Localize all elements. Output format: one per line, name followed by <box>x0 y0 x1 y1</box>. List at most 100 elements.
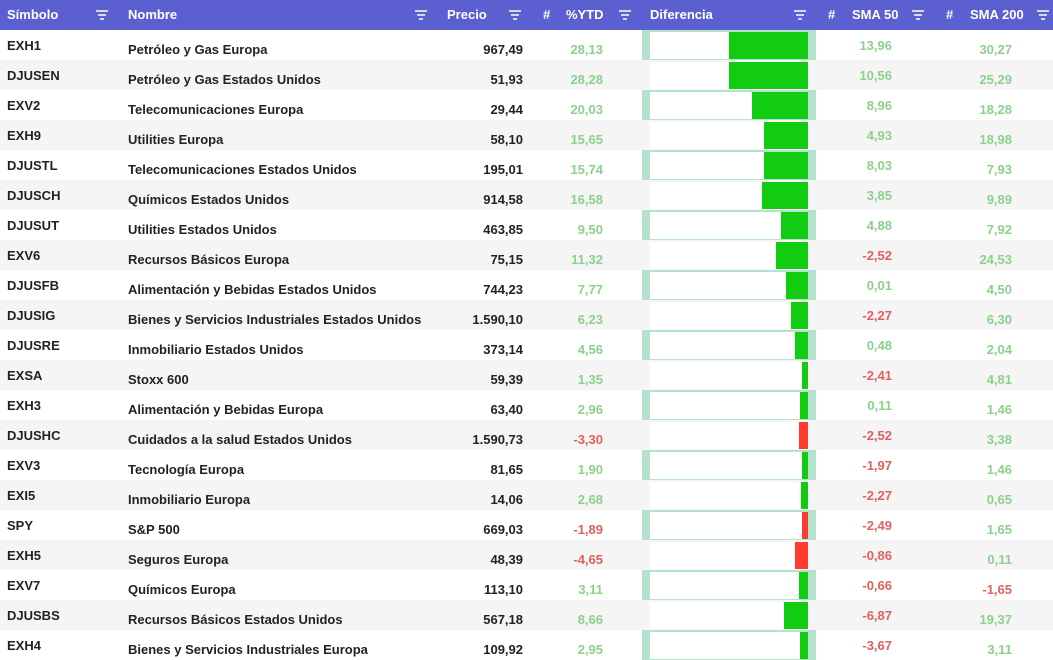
sma200-cell: 3,11 <box>987 642 1012 657</box>
header-price[interactable]: Precio <box>447 7 487 22</box>
table-row[interactable]: EXV3 Tecnología Europa 81,65 1,90 -1,97 1,46 <box>0 450 1053 480</box>
diff-bar-track <box>650 302 808 329</box>
sma200-cell: 1,46 <box>986 462 1012 477</box>
table-row[interactable]: DJUSHC Cuidados a la salud Estados Unidos… <box>0 420 1053 450</box>
ytd-cell: 2,96 <box>577 402 603 417</box>
table-row[interactable]: DJUSRE Inmobiliario Estados Unidos 373,14 4… <box>0 330 1053 360</box>
table-row[interactable]: DJUSTL Telecomunicaciones Estados Unidos 1… <box>0 150 1053 180</box>
table-row[interactable]: DJUSUT Utilities Estados Unidos 463,85 9,50… <box>0 210 1053 240</box>
ytd-cell: 7,77 <box>577 282 603 297</box>
diff-bar-track <box>650 602 808 629</box>
symbol-cell: DJUSEN <box>7 68 60 83</box>
symbol-cell: DJUSIG <box>7 308 56 323</box>
sma50-cell: 8,03 <box>866 158 892 173</box>
sma50-cell: -6,87 <box>862 608 892 623</box>
table-row[interactable]: DJUSEN Petróleo y Gas Estados Unidos 51,93… <box>0 60 1053 90</box>
sma50-cell: 0,48 <box>866 338 892 353</box>
price-cell: 59,39 <box>490 372 523 387</box>
ytd-cell: 6,23 <box>577 312 603 327</box>
header-name[interactable]: Nombre <box>128 7 178 22</box>
header-diff[interactable]: Diferencia <box>650 7 713 22</box>
sma200-cell: 24,53 <box>979 252 1012 267</box>
table-row[interactable]: EXH1 Petróleo y Gas Europa 967,49 28,13 13,9… <box>0 30 1053 60</box>
numeric-column-icon: # <box>946 7 954 22</box>
sma200-cell: 1,46 <box>986 402 1012 417</box>
header-sma200[interactable]: SMA 200 <box>970 7 1024 22</box>
price-cell: 463,85 <box>483 222 523 237</box>
price-cell: 1.590,73 <box>472 432 523 447</box>
price-cell: 14,06 <box>490 492 523 507</box>
symbol-cell: EXH3 <box>7 398 41 413</box>
table-row[interactable]: EXH5 Seguros Europa 48,39 -4,65 -0,86 0,11 <box>0 540 1053 570</box>
diff-bar-track <box>650 272 808 299</box>
diff-bar-track <box>650 392 808 419</box>
diff-bar <box>801 482 808 509</box>
diff-bar <box>764 122 808 149</box>
ytd-cell: 4,56 <box>577 342 603 357</box>
table-row[interactable]: EXSA Stoxx 600 59,39 1,35 -2,41 4,81 <box>0 360 1053 390</box>
sma200-cell: 4,81 <box>986 372 1012 387</box>
price-cell: 744,23 <box>483 282 523 297</box>
table-row[interactable]: EXH3 Alimentación y Bebidas Europa 63,40 2,… <box>0 390 1053 420</box>
sma50-cell: -2,52 <box>862 248 892 263</box>
diff-bar-track <box>650 362 808 389</box>
sma50-cell: 0,01 <box>866 278 892 293</box>
table-row[interactable]: EXV2 Telecomunicaciones Europa 29,44 20,03 8… <box>0 90 1053 120</box>
table-row[interactable]: EXI5 Inmobiliario Europa 14,06 2,68 -2,27 0,6… <box>0 480 1053 510</box>
diff-bar-track <box>650 152 808 179</box>
diff-bar <box>795 332 808 359</box>
ytd-cell: 28,28 <box>570 72 603 87</box>
diff-bar <box>729 62 808 89</box>
diff-bar-track <box>650 452 808 479</box>
symbol-cell: DJUSCH <box>7 188 61 203</box>
filter-icon[interactable] <box>96 9 108 21</box>
filter-icon[interactable] <box>509 9 521 21</box>
table-row[interactable]: EXH4 Bienes y Servicios Industriales Euro… <box>0 630 1053 660</box>
diff-bar-track <box>650 212 808 239</box>
sma200-cell: 3,38 <box>986 432 1012 447</box>
diff-bar <box>795 542 808 569</box>
table-row[interactable]: EXV6 Recursos Básicos Europa 75,15 11,32 -2,… <box>0 240 1053 270</box>
table-row[interactable]: DJUSFB Alimentación y Bebidas Estados Uni… <box>0 270 1053 300</box>
diff-bar-track <box>650 122 808 149</box>
name-cell: Stoxx 600 <box>128 372 189 387</box>
filter-icon[interactable] <box>794 9 806 21</box>
sma200-cell: 7,92 <box>986 222 1012 237</box>
filter-icon[interactable] <box>415 9 427 21</box>
ytd-cell: 1,35 <box>577 372 603 387</box>
table-row[interactable]: DJUSIG Bienes y Servicios Industriales Es… <box>0 300 1053 330</box>
diff-bar <box>802 512 808 539</box>
sma50-cell: -1,97 <box>862 458 892 473</box>
header-symbol[interactable]: Símbolo <box>7 7 59 22</box>
sma50-cell: 13,96 <box>859 38 892 53</box>
price-cell: 567,18 <box>483 612 523 627</box>
diff-bar-track <box>650 572 808 599</box>
table-row[interactable]: DJUSCH Químicos Estados Unidos 914,58 16,58… <box>0 180 1053 210</box>
header-sma50[interactable]: SMA 50 <box>852 7 899 22</box>
symbol-cell: DJUSFB <box>7 278 60 293</box>
table-row[interactable]: EXH9 Utilities Europa 58,10 15,65 4,93 18,98 <box>0 120 1053 150</box>
name-cell: Seguros Europa <box>128 552 229 567</box>
table-row[interactable]: SPY S&P 500 669,03 -1,89 -2,49 1,65 <box>0 510 1053 540</box>
filter-icon[interactable] <box>1037 9 1049 21</box>
sma200-cell: -1,65 <box>982 582 1012 597</box>
filter-icon[interactable] <box>619 9 631 21</box>
diff-bar-track <box>650 632 808 659</box>
table-row[interactable]: EXV7 Químicos Europa 113,10 3,11 -0,66 -1,65 <box>0 570 1053 600</box>
symbol-cell: DJUSHC <box>7 428 61 443</box>
filter-icon[interactable] <box>912 9 924 21</box>
symbol-cell: SPY <box>7 518 34 533</box>
diff-bar <box>776 242 808 269</box>
diff-bar <box>729 32 808 59</box>
price-cell: 914,58 <box>483 192 523 207</box>
diff-bar <box>762 182 808 209</box>
sma200-cell: 0,65 <box>986 492 1012 507</box>
table-row[interactable]: DJUSBS Recursos Básicos Estados Unidos 567… <box>0 600 1053 630</box>
diff-bar <box>800 632 808 659</box>
ytd-cell: 8,66 <box>577 612 603 627</box>
diff-bar-track <box>650 512 808 539</box>
diff-bar <box>800 392 808 419</box>
sma50-cell: -2,27 <box>862 308 892 323</box>
diff-bar <box>784 602 808 629</box>
header-ytd[interactable]: %YTD <box>566 7 604 22</box>
